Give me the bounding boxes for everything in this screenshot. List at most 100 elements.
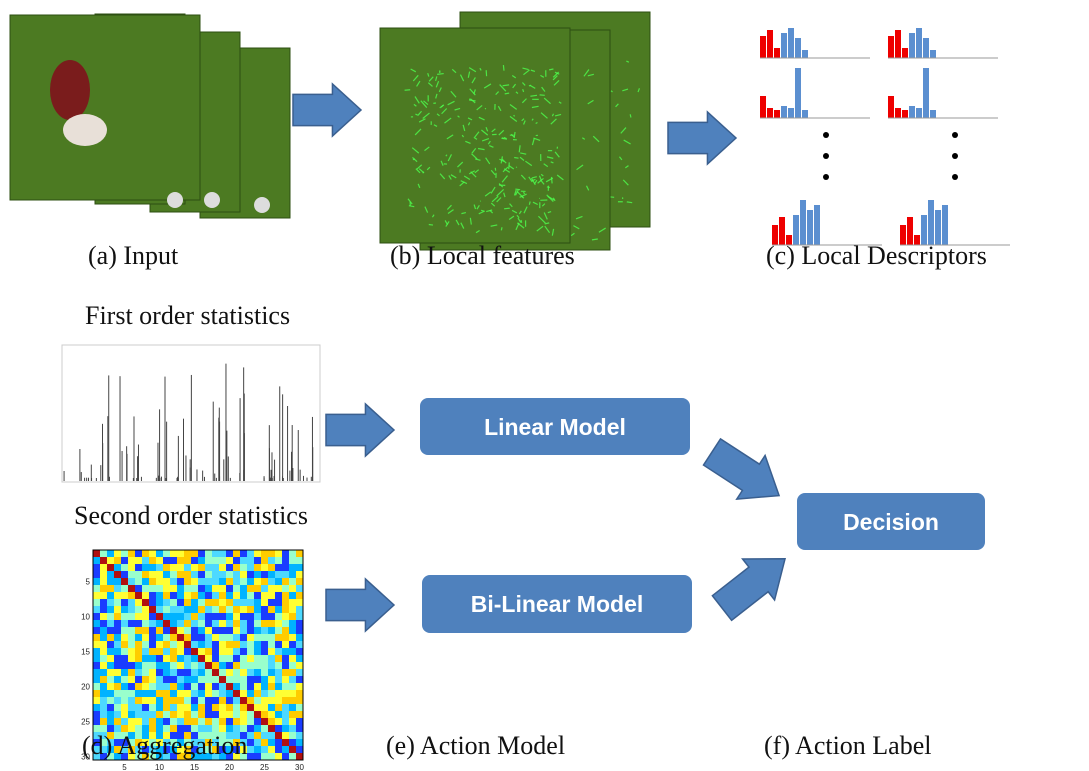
heatmap-cell — [177, 578, 184, 585]
heatmap-cell — [268, 683, 275, 690]
heatmap-cell — [289, 648, 296, 655]
heatmap-cell — [233, 697, 240, 704]
heatmap-cell — [268, 571, 275, 578]
feature-stroke — [504, 208, 510, 209]
heatmap-cell — [254, 564, 261, 571]
heatmap-cell — [142, 718, 149, 725]
heatmap-cell — [254, 655, 261, 662]
heatmap-cell — [254, 718, 261, 725]
heatmap-cell — [107, 599, 114, 606]
heatmap-cell — [261, 627, 268, 634]
heatmap-cell — [93, 655, 100, 662]
heatmap-cell — [100, 704, 107, 711]
heatmap-cell — [128, 627, 135, 634]
heatmap-cell — [135, 557, 142, 564]
hist-bar — [774, 110, 780, 118]
heatmap-cell — [100, 669, 107, 676]
heatmap-cell — [163, 704, 170, 711]
heatmap-cell — [240, 718, 247, 725]
heatmap-cell — [233, 683, 240, 690]
heatmap-cell — [142, 557, 149, 564]
heatmap-cell — [254, 592, 261, 599]
heatmap-cell — [282, 711, 289, 718]
heatmap-cell — [149, 550, 156, 557]
heatmap-cell — [205, 585, 212, 592]
heatmap-cell — [163, 550, 170, 557]
heatmap-cell — [163, 690, 170, 697]
heatmap-cell — [128, 550, 135, 557]
heatmap-cell — [205, 634, 212, 641]
heatmap-cell — [198, 627, 205, 634]
heatmap-cell — [170, 669, 177, 676]
feature-stroke — [521, 220, 522, 223]
heatmap-cell — [261, 557, 268, 564]
ball — [254, 197, 270, 213]
diagram: 5101520253051015202530 Linear Model Bi-L… — [0, 0, 1089, 771]
heatmap-cell — [107, 613, 114, 620]
heatmap-cell — [107, 683, 114, 690]
heatmap-cell — [128, 578, 135, 585]
heatmap-cell — [114, 669, 121, 676]
bilinear-model-label: Bi-Linear Model — [471, 591, 644, 617]
heatmap-cell — [163, 557, 170, 564]
heatmap-cell — [212, 550, 219, 557]
heatmap-cell — [282, 627, 289, 634]
heatmap-cell — [205, 704, 212, 711]
heatmap-cell — [198, 592, 205, 599]
heatmap-cell — [149, 662, 156, 669]
arrow — [326, 404, 394, 456]
heatmap-cell — [226, 704, 233, 711]
heatmap-cell — [177, 711, 184, 718]
heatmap-cell — [282, 550, 289, 557]
heatmap-cell — [100, 627, 107, 634]
heatmap-cell — [289, 599, 296, 606]
heatmap-cell — [261, 725, 268, 732]
heatmap-cell — [233, 669, 240, 676]
heatmap-cell — [219, 585, 226, 592]
heatmap-cell — [156, 641, 163, 648]
heatmap-cell — [268, 655, 275, 662]
heatmap-cell — [268, 599, 275, 606]
heatmap-cell — [163, 620, 170, 627]
heatmap-cell — [149, 571, 156, 578]
heatmap-cell — [177, 676, 184, 683]
heatmap-cell — [233, 571, 240, 578]
heatmap-cell — [296, 753, 303, 760]
heatmap-cell — [254, 557, 261, 564]
heatmap-cell — [296, 718, 303, 725]
caption: (c) Local Descriptors — [766, 241, 987, 270]
heatmap-cell — [296, 578, 303, 585]
heatmap-cell — [296, 550, 303, 557]
heatmap-cell — [282, 690, 289, 697]
heatmap-cell — [247, 683, 254, 690]
heatmap-cell — [282, 739, 289, 746]
heatmap-cell — [212, 718, 219, 725]
heatmap-cell — [240, 655, 247, 662]
heatmap-cell — [205, 648, 212, 655]
heatmap-cell — [191, 578, 198, 585]
hist-bar — [767, 30, 773, 58]
heatmap-cell — [135, 655, 142, 662]
heatmap-cell — [135, 634, 142, 641]
hist-bar — [923, 38, 929, 58]
heatmap-cell — [275, 683, 282, 690]
heatmap-cell — [114, 690, 121, 697]
heatmap-cell — [170, 613, 177, 620]
heatmap-cell — [282, 725, 289, 732]
heatmap-cell — [191, 676, 198, 683]
heatmap-cell — [205, 606, 212, 613]
hist-bar — [923, 68, 929, 118]
heatmap-cell — [205, 683, 212, 690]
hist-bar — [807, 210, 813, 245]
heatmap-cell — [142, 641, 149, 648]
heatmap-cell — [254, 711, 261, 718]
heatmap-cell — [128, 613, 135, 620]
heatmap-cell — [254, 641, 261, 648]
heatmap-cell — [247, 557, 254, 564]
heatmap-cell — [114, 571, 121, 578]
heatmap-cell — [240, 578, 247, 585]
heatmap-cell — [233, 592, 240, 599]
heatmap-cell — [268, 739, 275, 746]
heatmap-cell — [233, 634, 240, 641]
heatmap-cell — [240, 585, 247, 592]
